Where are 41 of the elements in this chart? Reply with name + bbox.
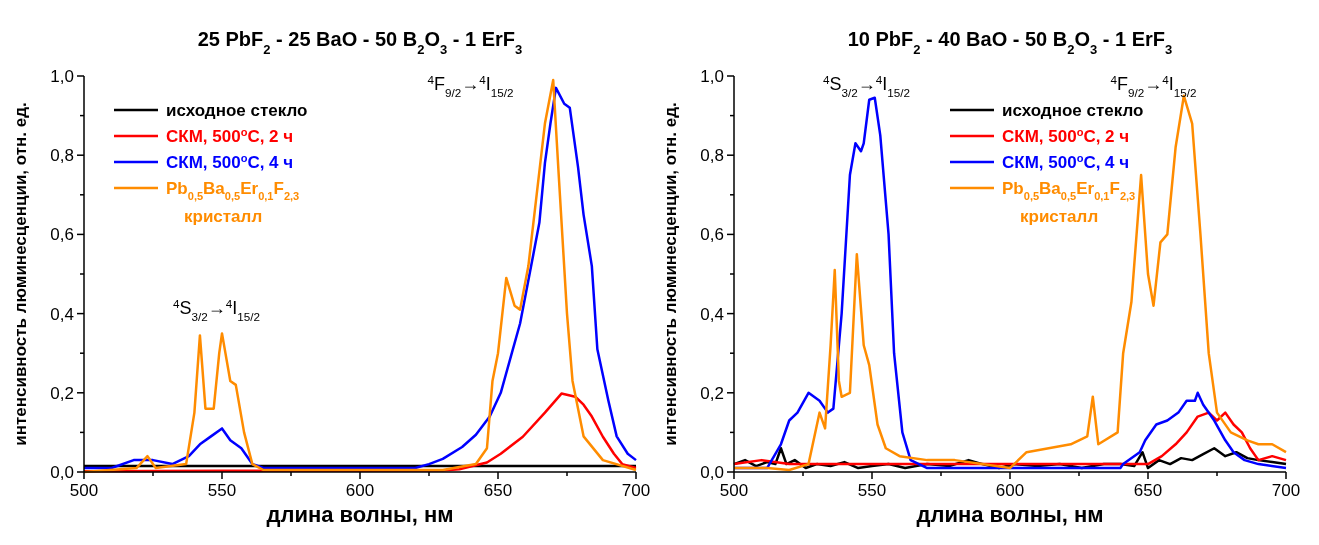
- x-tick-label: 500: [719, 481, 749, 500]
- y-tick-label: 1,0: [700, 67, 724, 86]
- y-tick-label: 0,2: [700, 383, 724, 403]
- y-tick-label: 0,0: [700, 463, 724, 482]
- text: Pb$_{0,5}$Ba$_{0,5}$Er$_{0,1}$F$_{2,3}$ кристалл: [166, 179, 300, 226]
- y-axis-title: интенсивность люминесценции, отн. ед.: [661, 102, 680, 446]
- y-tick-label: 0,8: [700, 146, 724, 166]
- chart-title: 10 PbF$_{2}$ - 40 BaO - 50 B$_{2}$O$_{3}$ - 1 ErF$_{3}$: [847, 28, 1173, 57]
- y-tick-label: 0,0: [50, 463, 74, 482]
- y-tick-label: 0,4: [700, 304, 724, 324]
- x-tick-label: 600: [995, 481, 1025, 500]
- x-tick-label: 600: [345, 481, 375, 500]
- x-tick-label: 550: [207, 481, 237, 500]
- x-tick-label: 650: [1133, 481, 1163, 500]
- annotation: $^{4}$S$_{3/2}$→$^{4}$I$_{15/2}$: [822, 72, 911, 99]
- legend-label: СКМ, 500$^{o}$С, 2 ч: [1002, 126, 1130, 146]
- y-tick-label: 0,2: [50, 383, 74, 403]
- chart-title: 25 PbF$_{2}$ - 25 BaO - 50 B$_{2}$O$_{3}$ - 1 ErF$_{3}$: [197, 28, 523, 57]
- x-axis-title: длина волны, нм: [916, 502, 1104, 527]
- legend-label: исходное стекло: [166, 101, 308, 120]
- text: Pb$_{0,5}$Ba$_{0,5}$Er$_{0,1}$F$_{2,3}$ кристалл: [1002, 179, 1136, 226]
- y-tick-label: 0,6: [700, 225, 724, 245]
- legend-label: СКМ, 500$^{o}$С, 4 ч: [1002, 152, 1130, 172]
- line-series: [732, 411, 1288, 466]
- y-tick-label: 0,4: [50, 304, 74, 324]
- x-tick-label: 550: [857, 481, 887, 500]
- y-tick-label: 0,6: [50, 225, 74, 245]
- legend-label: исходное стекло: [1002, 101, 1144, 120]
- annotation: $^{4}$S$_{3/2}$→$^{4}$I$_{15/2}$: [172, 296, 261, 323]
- x-tick-label: 500: [69, 481, 99, 500]
- annotation: $^{4}$F$_{9/2}$→$^{4}$I$_{15/2}$: [427, 72, 514, 99]
- y-tick-label: 1,0: [50, 67, 74, 86]
- y-axis-title: интенсивность люминесценции, отн. ед.: [11, 102, 30, 446]
- legend-label: СКМ, 500$^{o}$С, 4 ч: [166, 152, 294, 172]
- x-tick-label: 650: [483, 481, 513, 500]
- x-tick-label: 700: [1271, 481, 1301, 500]
- y-tick-label: 0,8: [50, 146, 74, 166]
- x-axis-title: длина волны, нм: [266, 502, 454, 527]
- annotation: $^{4}$F$_{9/2}$→$^{4}$I$_{15/2}$: [1110, 72, 1197, 99]
- x-tick-label: 700: [621, 481, 651, 500]
- legend-label: СКМ, 500$^{o}$С, 2 ч: [166, 126, 294, 146]
